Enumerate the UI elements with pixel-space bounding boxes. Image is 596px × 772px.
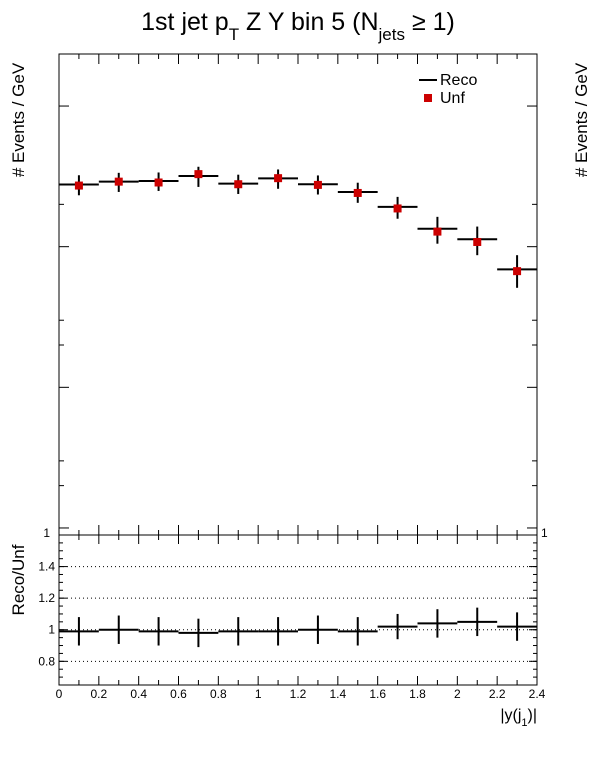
main-frame — [58, 53, 538, 536]
ratio-ytick-label: 0.8 — [38, 654, 55, 668]
unf-marker — [473, 237, 482, 246]
ratio-xtick-label: 0 — [56, 687, 63, 701]
title-part-3: ≥ 1) — [405, 8, 455, 36]
ratio-xtick-label: 0.4 — [130, 687, 147, 701]
unf-marker — [393, 204, 402, 213]
main-ytick-label-right: 1 — [541, 526, 548, 540]
ratio-series — [59, 607, 537, 648]
ratio-frame — [58, 534, 538, 686]
main-ticks — [58, 54, 538, 535]
ratio-xtick-label: 0.8 — [210, 687, 227, 701]
ratio-xtick-label: 0.6 — [170, 687, 187, 701]
main-ylabel: # Events / GeV — [9, 62, 28, 177]
legend-unf-symbol — [424, 94, 432, 102]
ratio-xtick-label: 2.4 — [529, 687, 546, 701]
legend-unf-label: Unf — [440, 90, 465, 107]
legend-reco-label: Reco — [440, 72, 477, 89]
unf-marker — [353, 188, 362, 197]
ratio-xtick-label: 2 — [454, 687, 461, 701]
ratio-ytick-label: 1 — [48, 623, 55, 637]
main-ylabel-right: # Events / GeV — [572, 62, 591, 177]
ratio-grid — [59, 566, 537, 662]
title-part-1: 1st jet p — [141, 8, 229, 36]
unf-marker — [433, 227, 442, 236]
unf-marker — [513, 267, 522, 276]
ratio-ytick-label: 1.2 — [38, 591, 55, 605]
ratio-ytick-label: 1.4 — [38, 560, 55, 574]
x-axis-label: |y(j1)| — [500, 707, 537, 729]
ratio-ylabel: Reco/Unf — [9, 544, 28, 615]
xlabel-tail: )| — [528, 707, 537, 724]
main-ytick-label: 1 — [43, 526, 50, 540]
chart-title: 1st jet pT Z Y bin 5 (Njets ≥ 1) — [141, 8, 455, 44]
unf-marker — [234, 180, 243, 189]
xlabel-main: |y(j — [500, 707, 521, 724]
title-sub-1: T — [229, 25, 239, 44]
title-sub-2: jets — [378, 25, 405, 44]
ratio-xtick-label: 1 — [255, 687, 262, 701]
unf-marker — [154, 178, 163, 187]
legend: Reco Unf — [419, 72, 477, 107]
ratio-xtick-label: 2.2 — [489, 687, 506, 701]
ratio-xtick-label: 1.2 — [290, 687, 307, 701]
unf-marker — [114, 177, 123, 186]
title-part-2: Z Y bin 5 (N — [239, 8, 378, 36]
ratio-xtick-label: 1.6 — [369, 687, 386, 701]
ratio-panel: 0.8 1 1.2 1.4 0 0.2 0.4 0.6 0.8 1 1.2 1.4 1.6 1.8 2 2.2… — [9, 534, 546, 729]
reco-series — [59, 166, 537, 288]
unf-marker — [194, 170, 203, 179]
ratio-xtick-label: 1.4 — [329, 687, 346, 701]
unf-marker — [74, 181, 83, 190]
main-panel: 1 1 # Events / GeV # Events / GeV Reco U… — [9, 53, 591, 540]
unf-marker — [313, 180, 322, 189]
ratio-xtick-label: 0.2 — [90, 687, 107, 701]
unf-series — [74, 170, 522, 276]
unf-marker — [274, 174, 283, 183]
ratio-ticks: 0.8 1 1.2 1.4 0 0.2 0.4 0.6 0.8 1 1.2 1.4 1.6 1.8 2 2.2… — [38, 534, 546, 701]
ratio-xtick-label: 1.8 — [409, 687, 426, 701]
xlabel-sub: 1 — [521, 717, 527, 729]
